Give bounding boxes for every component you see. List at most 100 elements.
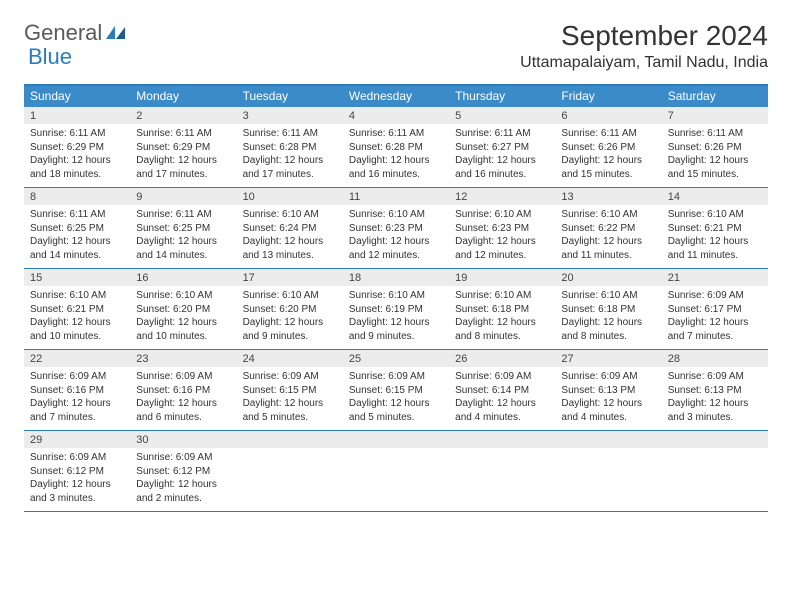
daylight-line: Daylight: 12 hours and 12 minutes.: [455, 235, 549, 262]
daynum-row: 4: [343, 107, 449, 124]
day-number: 10: [237, 191, 261, 203]
day-details: Sunrise: 6:09 AMSunset: 6:14 PMDaylight:…: [449, 367, 555, 430]
daynum-row: 12: [449, 188, 555, 205]
day-details: Sunrise: 6:10 AMSunset: 6:24 PMDaylight:…: [237, 205, 343, 268]
sunset-line: Sunset: 6:14 PM: [455, 384, 549, 398]
sunrise-line: Sunrise: 6:11 AM: [136, 127, 230, 141]
day-number: 15: [24, 272, 48, 284]
day-details: Sunrise: 6:11 AMSunset: 6:25 PMDaylight:…: [24, 205, 130, 268]
day-number: 19: [449, 272, 473, 284]
day-header-row: Sunday Monday Tuesday Wednesday Thursday…: [24, 86, 768, 107]
calendar: Sunday Monday Tuesday Wednesday Thursday…: [24, 84, 768, 512]
daynum-row: 15: [24, 269, 130, 286]
sunrise-line: Sunrise: 6:10 AM: [455, 208, 549, 222]
sunset-line: Sunset: 6:16 PM: [30, 384, 124, 398]
daylight-line: Daylight: 12 hours and 16 minutes.: [349, 154, 443, 181]
daylight-line: Daylight: 12 hours and 16 minutes.: [455, 154, 549, 181]
day-number: 25: [343, 353, 367, 365]
sunset-line: Sunset: 6:25 PM: [136, 222, 230, 236]
sunset-line: Sunset: 6:15 PM: [349, 384, 443, 398]
daynum-row: 29: [24, 431, 130, 448]
sunrise-line: Sunrise: 6:09 AM: [30, 451, 124, 465]
daynum-row: 25: [343, 350, 449, 367]
sunrise-line: Sunrise: 6:11 AM: [30, 127, 124, 141]
day-cell: 15Sunrise: 6:10 AMSunset: 6:21 PMDayligh…: [24, 269, 130, 349]
sunrise-line: Sunrise: 6:09 AM: [668, 370, 762, 384]
sunset-line: Sunset: 6:21 PM: [30, 303, 124, 317]
day-details: Sunrise: 6:09 AMSunset: 6:13 PMDaylight:…: [555, 367, 661, 430]
daynum-row: 10: [237, 188, 343, 205]
daynum-row: 27: [555, 350, 661, 367]
daynum-row: 17: [237, 269, 343, 286]
daynum-row: 1: [24, 107, 130, 124]
sunset-line: Sunset: 6:23 PM: [455, 222, 549, 236]
day-cell: 19Sunrise: 6:10 AMSunset: 6:18 PMDayligh…: [449, 269, 555, 349]
day-number: 27: [555, 353, 579, 365]
sunset-line: Sunset: 6:18 PM: [455, 303, 549, 317]
day-number: 14: [662, 191, 686, 203]
title-block: September 2024 Uttamapalaiyam, Tamil Nad…: [520, 20, 768, 72]
day-cell: 24Sunrise: 6:09 AMSunset: 6:15 PMDayligh…: [237, 350, 343, 430]
daynum-row: 21: [662, 269, 768, 286]
day-header-monday: Monday: [130, 86, 236, 107]
empty-cell: [662, 431, 768, 511]
daylight-line: Daylight: 12 hours and 17 minutes.: [136, 154, 230, 181]
day-number: 5: [449, 110, 467, 122]
sunrise-line: Sunrise: 6:09 AM: [455, 370, 549, 384]
day-cell: 29Sunrise: 6:09 AMSunset: 6:12 PMDayligh…: [24, 431, 130, 511]
sunrise-line: Sunrise: 6:11 AM: [455, 127, 549, 141]
logo: General: [24, 20, 130, 46]
day-cell: 4Sunrise: 6:11 AMSunset: 6:28 PMDaylight…: [343, 107, 449, 187]
day-details: Sunrise: 6:09 AMSunset: 6:12 PMDaylight:…: [24, 448, 130, 511]
day-cell: 28Sunrise: 6:09 AMSunset: 6:13 PMDayligh…: [662, 350, 768, 430]
sunset-line: Sunset: 6:13 PM: [668, 384, 762, 398]
day-details: Sunrise: 6:09 AMSunset: 6:13 PMDaylight:…: [662, 367, 768, 430]
day-details: Sunrise: 6:09 AMSunset: 6:12 PMDaylight:…: [130, 448, 236, 511]
day-cell: 6Sunrise: 6:11 AMSunset: 6:26 PMDaylight…: [555, 107, 661, 187]
daylight-line: Daylight: 12 hours and 15 minutes.: [561, 154, 655, 181]
daynum-row: [555, 431, 661, 448]
logo-text-blue-wrap: Blue: [28, 44, 72, 70]
day-number: 3: [237, 110, 255, 122]
sunrise-line: Sunrise: 6:11 AM: [243, 127, 337, 141]
daynum-row: [237, 431, 343, 448]
sunrise-line: Sunrise: 6:10 AM: [243, 208, 337, 222]
day-details: Sunrise: 6:09 AMSunset: 6:16 PMDaylight:…: [130, 367, 236, 430]
day-cell: 18Sunrise: 6:10 AMSunset: 6:19 PMDayligh…: [343, 269, 449, 349]
sunrise-line: Sunrise: 6:10 AM: [561, 289, 655, 303]
day-details: Sunrise: 6:10 AMSunset: 6:19 PMDaylight:…: [343, 286, 449, 349]
day-details: Sunrise: 6:11 AMSunset: 6:27 PMDaylight:…: [449, 124, 555, 187]
sunset-line: Sunset: 6:26 PM: [668, 141, 762, 155]
daynum-row: 19: [449, 269, 555, 286]
daylight-line: Daylight: 12 hours and 10 minutes.: [136, 316, 230, 343]
daylight-line: Daylight: 12 hours and 14 minutes.: [30, 235, 124, 262]
day-number: 12: [449, 191, 473, 203]
sunset-line: Sunset: 6:26 PM: [561, 141, 655, 155]
daynum-row: 5: [449, 107, 555, 124]
day-cell: 10 Sunrise: 6:10 AMSunset: 6:24 PMDayligh…: [237, 188, 343, 268]
sunset-line: Sunset: 6:16 PM: [136, 384, 230, 398]
day-details: Sunrise: 6:11 AMSunset: 6:26 PMDaylight:…: [662, 124, 768, 187]
day-cell: 3Sunrise: 6:11 AMSunset: 6:28 PMDaylight…: [237, 107, 343, 187]
daynum-row: [343, 431, 449, 448]
day-cell: 5 Sunrise: 6:11 AMSunset: 6:27 PMDaylight…: [449, 107, 555, 187]
page-header: General September 2024 Uttamapalaiyam, T…: [0, 0, 792, 78]
day-header-thursday: Thursday: [449, 86, 555, 107]
sunrise-line: Sunrise: 6:11 AM: [136, 208, 230, 222]
day-cell: 26Sunrise: 6:09 AMSunset: 6:14 PMDayligh…: [449, 350, 555, 430]
day-cell: 9Sunrise: 6:11 AMSunset: 6:25 PMDaylight…: [130, 188, 236, 268]
sunrise-line: Sunrise: 6:09 AM: [561, 370, 655, 384]
week-row: 1Sunrise: 6:11 AMSunset: 6:29 PMDaylight…: [24, 107, 768, 188]
sunset-line: Sunset: 6:20 PM: [136, 303, 230, 317]
daylight-line: Daylight: 12 hours and 11 minutes.: [561, 235, 655, 262]
sunset-line: Sunset: 6:13 PM: [561, 384, 655, 398]
sunrise-line: Sunrise: 6:10 AM: [561, 208, 655, 222]
day-details: Sunrise: 6:10 AMSunset: 6:20 PMDaylight:…: [237, 286, 343, 349]
sunrise-line: Sunrise: 6:09 AM: [30, 370, 124, 384]
sunset-line: Sunset: 6:28 PM: [243, 141, 337, 155]
sunset-line: Sunset: 6:12 PM: [136, 465, 230, 479]
day-number: 1: [24, 110, 42, 122]
daynum-row: 24: [237, 350, 343, 367]
daylight-line: Daylight: 12 hours and 7 minutes.: [30, 397, 124, 424]
day-number: 17: [237, 272, 261, 284]
